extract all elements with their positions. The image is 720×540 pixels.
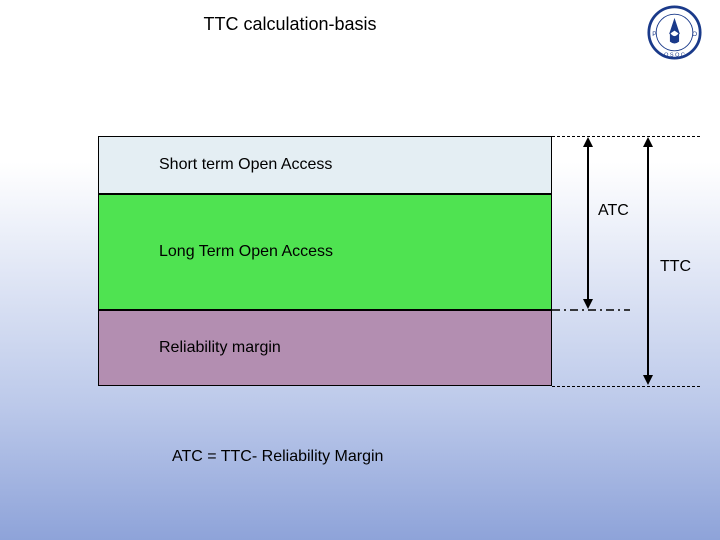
svg-text:O S O C: O S O C bbox=[664, 52, 685, 58]
ttc-label: TTC bbox=[660, 258, 691, 276]
ttc-arrow-line bbox=[647, 146, 649, 376]
block-short-term-label: Short term Open Access bbox=[159, 156, 332, 174]
atc-arrow-line bbox=[587, 146, 589, 300]
ttc-arrow-head-down bbox=[643, 375, 653, 385]
atc-label: ATC bbox=[598, 202, 629, 220]
guide-line-bottom bbox=[552, 386, 700, 387]
atc-arrow-head-down bbox=[583, 299, 593, 309]
posoco-logo: O S O C P O bbox=[647, 5, 702, 60]
block-reliability: Reliability margin bbox=[98, 310, 552, 386]
svg-text:P: P bbox=[652, 31, 656, 38]
block-short-term: Short term Open Access bbox=[98, 136, 552, 194]
svg-text:O: O bbox=[692, 31, 697, 38]
block-long-term: Long Term Open Access bbox=[98, 194, 552, 310]
formula-text: ATC = TTC- Reliability Margin bbox=[172, 448, 383, 466]
block-long-term-label: Long Term Open Access bbox=[159, 243, 333, 261]
slide: TTC calculation-basis O S O C P O Short … bbox=[0, 0, 720, 540]
guide-line-top bbox=[552, 136, 700, 137]
block-reliability-label: Reliability margin bbox=[159, 339, 281, 357]
ttc-arrow-head-up bbox=[643, 137, 653, 147]
slide-title: TTC calculation-basis bbox=[0, 14, 580, 35]
atc-arrow-head-up bbox=[583, 137, 593, 147]
